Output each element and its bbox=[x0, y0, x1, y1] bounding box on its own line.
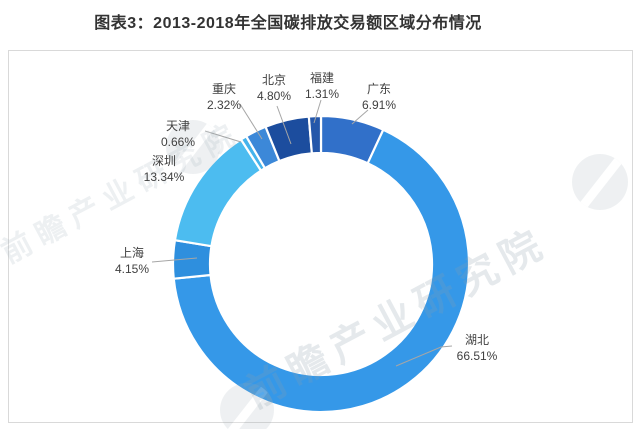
label-shenzhen: 深圳 13.34% bbox=[144, 153, 185, 185]
label-beijing-name: 北京 bbox=[261, 73, 286, 87]
label-shanghai-name: 上海 bbox=[119, 246, 144, 260]
chart-title: 图表3：2013-2018年全国碳排放交易额区域分布情况 bbox=[94, 15, 482, 32]
label-guangdong: 广东 6.91% bbox=[362, 81, 396, 113]
label-tianjin: 天津 0.66% bbox=[161, 118, 195, 150]
label-shanghai: 上海 4.15% bbox=[115, 245, 149, 277]
label-fujian-pct: 1.31% bbox=[304, 87, 340, 101]
pie-slice-7[interactable] bbox=[307, 114, 323, 155]
label-hubei-name: 湖北 bbox=[464, 333, 490, 347]
label-beijing-pct: 4.80% bbox=[256, 89, 292, 103]
label-chongqing: 重庆 2.32% bbox=[207, 81, 241, 113]
label-chongqing-pct: 2.32% bbox=[206, 98, 242, 112]
label-fujian-name: 福建 bbox=[309, 71, 334, 85]
chart-panel bbox=[8, 50, 633, 423]
pie-slice-3[interactable] bbox=[173, 137, 263, 248]
label-beijing: 北京 4.80% bbox=[257, 72, 291, 104]
label-shenzhen-name: 深圳 bbox=[151, 154, 177, 168]
label-hubei-pct: 66.51% bbox=[456, 349, 498, 363]
leader-line bbox=[151, 257, 198, 263]
label-tianjin-name: 天津 bbox=[165, 119, 190, 133]
label-guangdong-pct: 6.91% bbox=[361, 98, 397, 112]
label-shenzhen-pct: 13.34% bbox=[143, 170, 185, 184]
leader-line bbox=[395, 345, 453, 367]
leader-line bbox=[239, 103, 263, 140]
leader-line bbox=[204, 130, 242, 143]
leader-line bbox=[351, 109, 369, 125]
pie-slice-1[interactable] bbox=[172, 128, 471, 414]
leader-line bbox=[313, 99, 322, 124]
label-shanghai-pct: 4.15% bbox=[114, 262, 150, 276]
label-fujian: 福建 1.31% bbox=[305, 70, 339, 102]
label-hubei: 湖北 66.51% bbox=[457, 332, 498, 364]
label-guangdong-name: 广东 bbox=[366, 82, 391, 96]
leader-line bbox=[276, 105, 292, 145]
label-chongqing-name: 重庆 bbox=[211, 82, 236, 96]
label-tianjin-pct: 0.66% bbox=[160, 135, 196, 149]
